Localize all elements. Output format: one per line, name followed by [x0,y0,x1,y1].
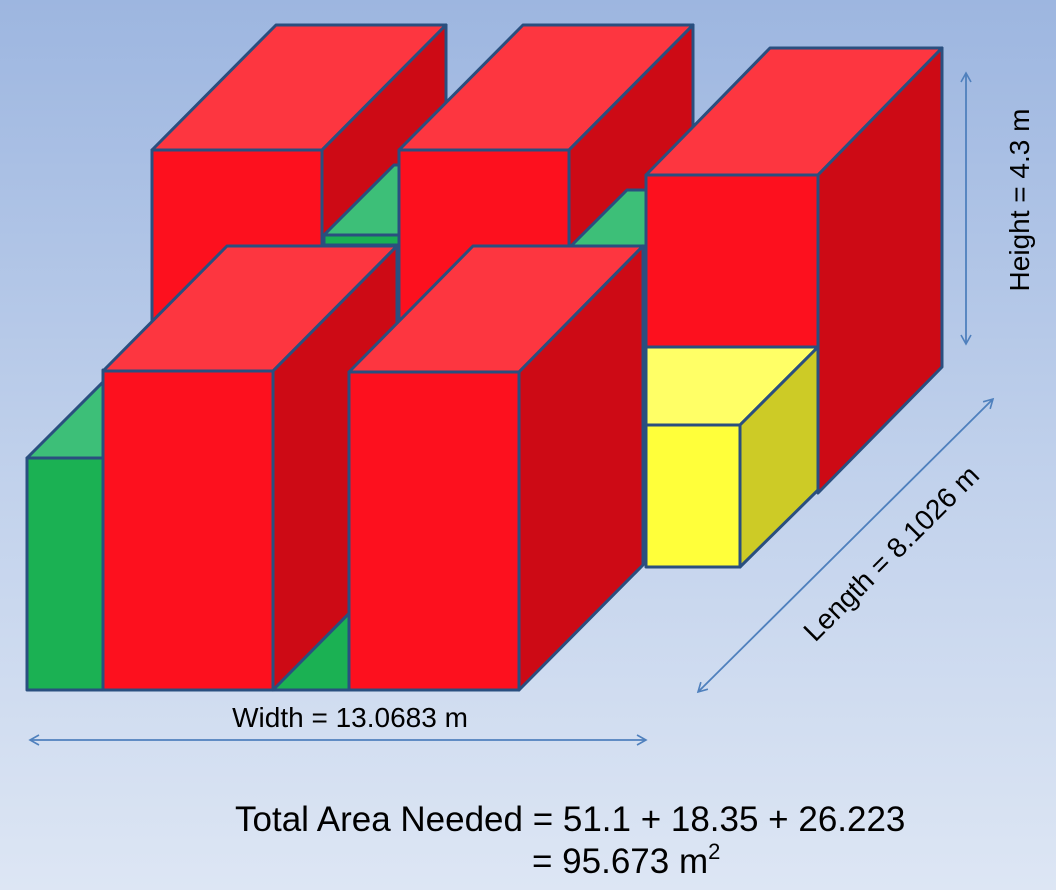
front-middle-red-box [347,244,645,692]
length-label: Length = 8.1026 m [797,459,985,647]
yellow-box [644,345,820,569]
length-arrow [696,397,995,694]
front-left-green-box [25,368,117,692]
total-area-line2: = 95.673 m2 [532,839,720,881]
total-area-value: = 95.673 m [532,842,708,881]
height-label: Height = 4.3 m [1004,109,1035,292]
width-label: Width = 13.0683 m [232,702,468,733]
dimension-arrows [28,71,995,746]
total-area-superscript: 2 [708,839,720,864]
boxes-group [25,23,944,692]
back-left-gap-green-strip [322,233,401,247]
total-area-line1: Total Area Needed = 51.1 + 18.35 + 26.22… [235,800,905,839]
right-red-box [644,46,944,495]
